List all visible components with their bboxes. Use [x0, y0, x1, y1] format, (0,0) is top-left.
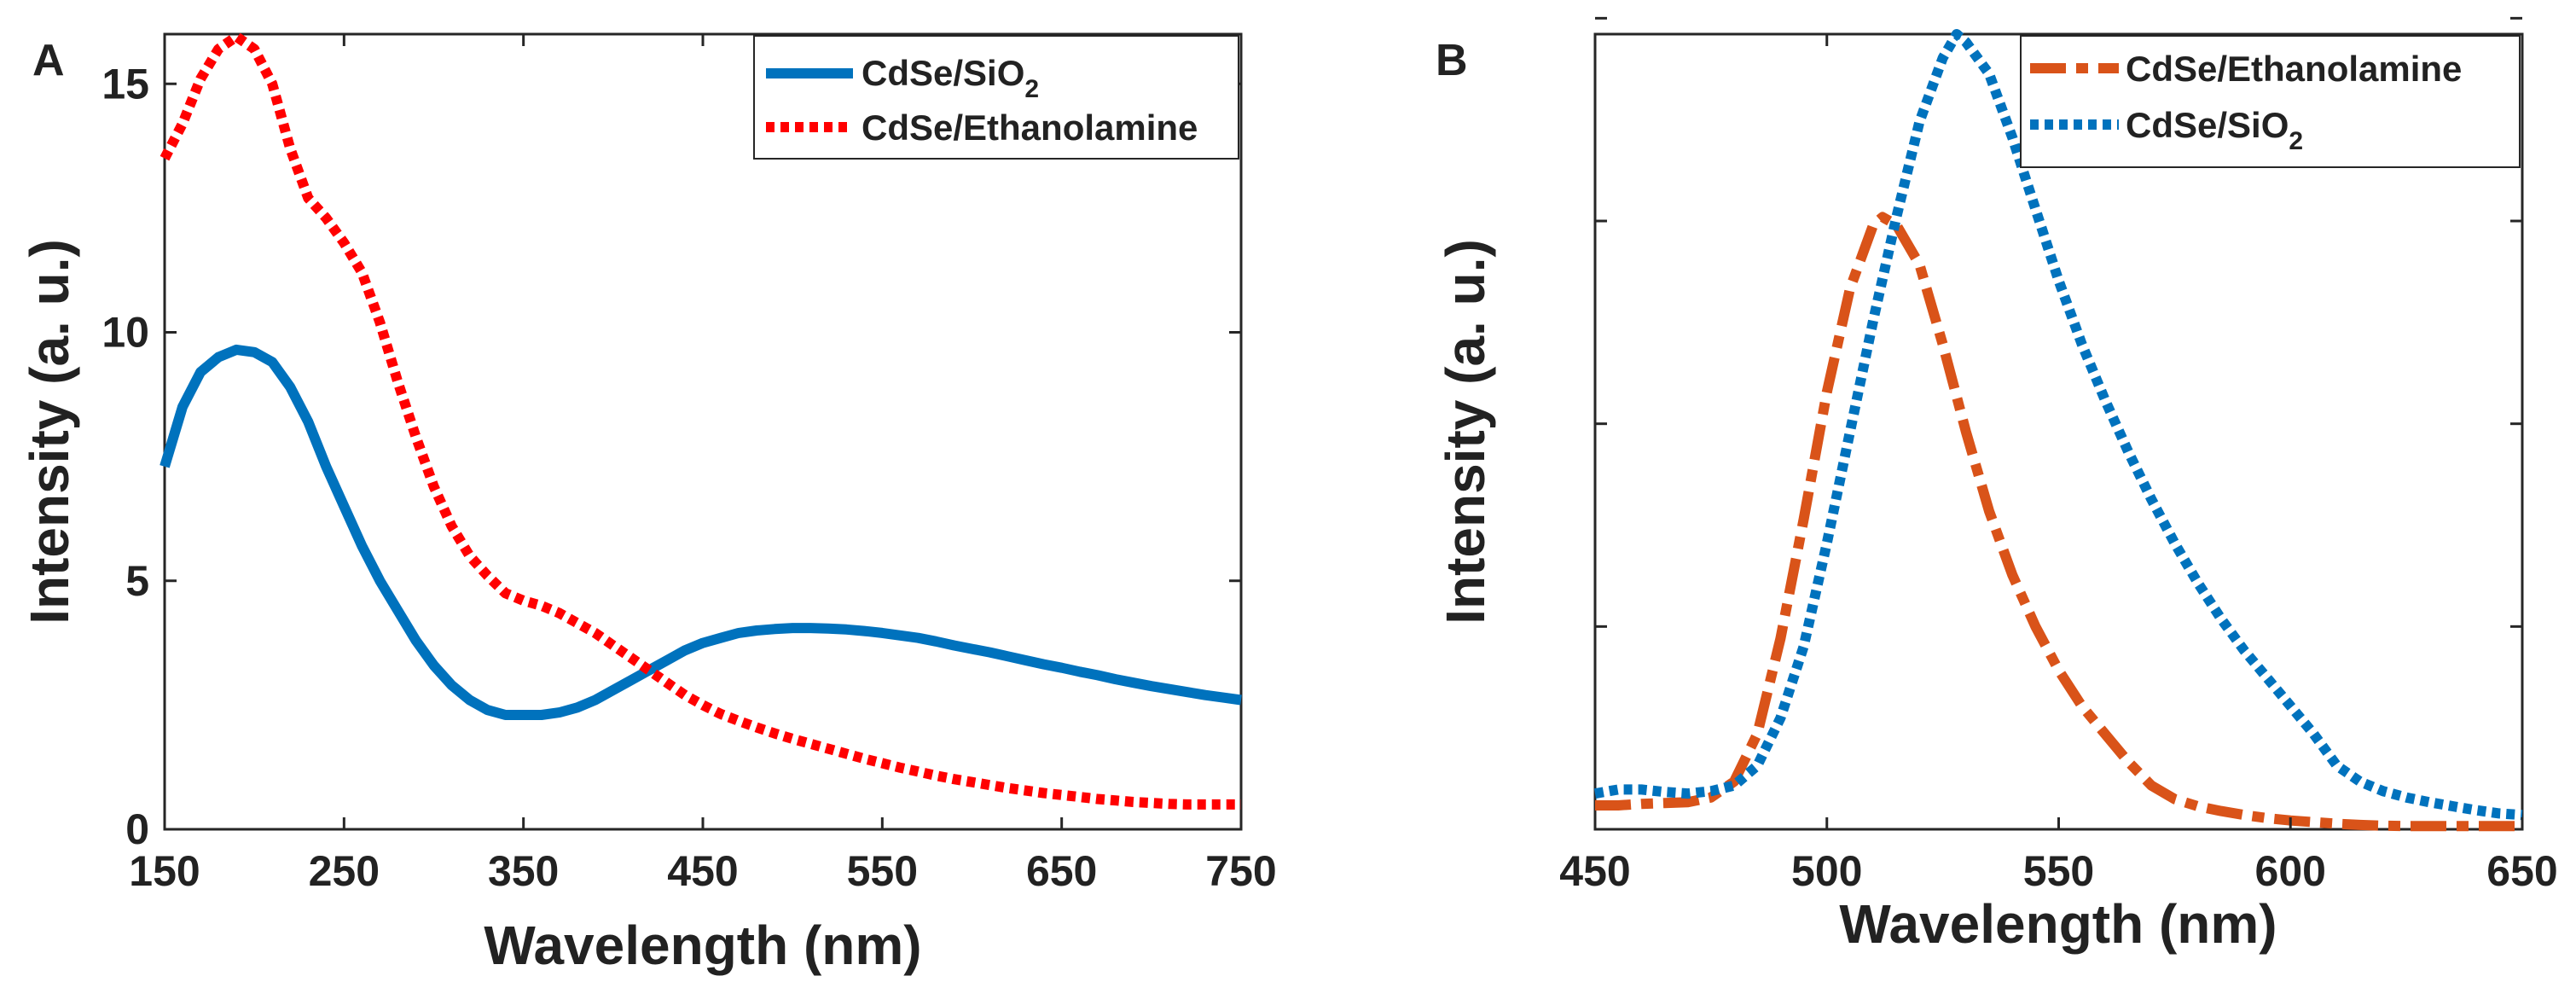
panel-a-y-tick-label: 5 — [125, 557, 149, 605]
panel-a-legend: CdSe/SiO2 CdSe/Ethanolamine — [753, 35, 1239, 160]
panel-b-x-tick-label: 600 — [2255, 847, 2326, 895]
panel-b-plot-area — [1593, 29, 2523, 832]
panel-a-legend-label-ethanolamine: CdSe/Ethanolamine — [862, 107, 1198, 148]
panel-b-ticks: 450 500 550 600 650 — [1559, 16, 2558, 895]
panel-b-y-axis-title: Intensity (a. u.) — [1435, 239, 1496, 625]
panel-a-plot-area — [160, 31, 1242, 810]
panel-a-x-tick-label: 650 — [1026, 847, 1097, 895]
panel-b-x-tick-label: 650 — [2486, 847, 2557, 895]
panel-a-x-tick-label: 550 — [847, 847, 918, 895]
panel-b-series-cdse-sio2 — [1593, 29, 2523, 821]
panel-b: B 450 500 550 600 650 Wavelength (nm) Intens… — [1435, 16, 2558, 955]
panel-a-x-tick-label: 350 — [488, 847, 559, 895]
panel-b-legend: CdSe/Ethanolamine CdSe/SiO2 — [2020, 35, 2521, 168]
panel-a-legend-label-ethanolamine-main: CdSe/Ethanolamine — [862, 107, 1198, 148]
panel-b-x-tick-label: 550 — [2023, 847, 2094, 895]
panel-a-letter: A — [32, 36, 65, 85]
panel-a-legend-label-sio2-main: CdSe/SiO — [862, 53, 1024, 93]
panel-a: A 150 250 350 450 550 650 750 0 5 10 15 Wavelength… — [19, 31, 1277, 976]
panel-a-x-tick-label: 750 — [1205, 847, 1276, 895]
panel-b-legend-label-sio2-main: CdSe/SiO — [2126, 105, 2289, 145]
panel-b-legend-box — [2020, 35, 2521, 168]
panel-a-x-tick-label: 450 — [667, 847, 738, 895]
panel-a-y-tick-label: 0 — [125, 805, 149, 853]
panel-a-x-axis-title: Wavelength (nm) — [484, 915, 921, 976]
panel-a-series-cdse-sio2 — [160, 344, 1242, 720]
panel-a-y-tick-label: 10 — [102, 309, 149, 357]
panel-a-y-axis-title: Intensity (a. u.) — [19, 239, 80, 625]
panel-b-legend-label-sio2-sub: 2 — [2289, 127, 2303, 155]
panel-a-legend-box — [753, 35, 1239, 160]
panel-b-x-tick-label: 450 — [1559, 847, 1630, 895]
panel-a-x-tick-label: 250 — [309, 847, 380, 895]
panel-b-legend-label-sio2: CdSe/SiO2 — [2126, 105, 2303, 155]
panel-b-legend-label-ethanolamine-main: CdSe/Ethanolamine — [2126, 49, 2462, 89]
panel-b-letter: B — [1436, 36, 1468, 85]
panel-b-x-axis-title: Wavelength (nm) — [1839, 893, 2277, 955]
panel-b-series-cdse-ethanolamine — [1595, 212, 2522, 832]
panel-a-y-tick-label: 15 — [102, 60, 149, 107]
panel-a-series-cdse-ethanolamine — [160, 31, 1241, 810]
panel-a-x-tick-label: 150 — [129, 847, 200, 895]
panel-a-legend-label-sio2: CdSe/SiO2 — [862, 53, 1039, 103]
panel-a-ticks: 150 250 350 450 550 650 750 0 5 10 15 — [102, 34, 1277, 895]
panel-a-legend-label-sio2-sub: 2 — [1024, 75, 1039, 103]
panel-b-x-tick-label: 500 — [1791, 847, 1862, 895]
panel-b-legend-label-ethanolamine: CdSe/Ethanolamine — [2126, 49, 2462, 89]
